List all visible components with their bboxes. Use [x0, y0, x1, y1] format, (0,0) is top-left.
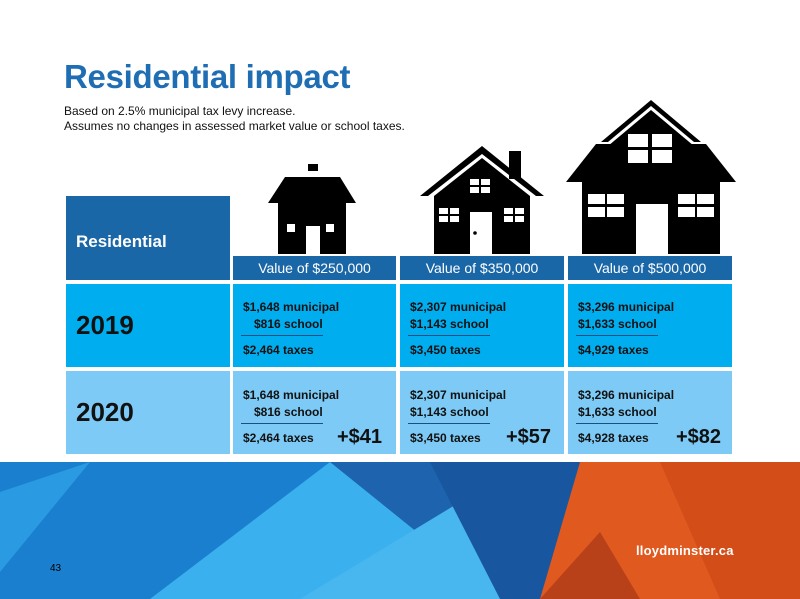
tax-change: +$41 — [337, 426, 383, 448]
divider — [576, 335, 658, 336]
school-tax: $816 school — [254, 317, 323, 331]
divider — [408, 423, 490, 424]
total-tax: $3,450 taxes — [410, 431, 481, 445]
medium-house-icon — [420, 146, 544, 254]
municipal-tax: $2,307 municipal — [410, 388, 507, 402]
large-house-icon — [566, 100, 736, 254]
total-tax: $2,464 taxes — [243, 431, 314, 445]
divider — [241, 335, 323, 336]
table-cell-2020-500k: $3,296 municipal $1,633 school $4,928 ta… — [568, 371, 732, 454]
subtitle-line-2: Assumes no changes in assessed market va… — [64, 119, 405, 133]
school-tax: $1,633 school — [578, 405, 657, 419]
school-tax: $1,143 school — [410, 317, 489, 331]
table-cell-2020-350k: $2,307 municipal $1,143 school $3,450 ta… — [400, 371, 564, 454]
table-header-label: Residential — [76, 232, 167, 251]
page-number: 43 — [50, 563, 62, 574]
column-header-250k: Value of $250,000 — [233, 256, 396, 280]
divider — [576, 423, 658, 424]
school-tax: $1,143 school — [410, 405, 489, 419]
municipal-tax: $1,648 municipal — [243, 300, 340, 314]
page-title: Residential impact — [64, 58, 351, 95]
column-header-350k: Value of $350,000 — [400, 256, 564, 280]
municipal-tax: $3,296 municipal — [578, 388, 675, 402]
subtitle-line-1: Based on 2.5% municipal tax levy increas… — [64, 104, 296, 118]
total-tax: $3,450 taxes — [410, 343, 481, 357]
footer-banner — [0, 462, 800, 599]
brand-text: lloydminster.ca — [636, 543, 734, 558]
row-year-2020: 2020 — [66, 371, 230, 454]
divider — [408, 335, 490, 336]
total-tax: $4,929 taxes — [578, 343, 649, 357]
divider — [241, 423, 323, 424]
municipal-tax: $3,296 municipal — [578, 300, 675, 314]
subtitle: Based on 2.5% municipal tax levy increas… — [64, 104, 405, 134]
table-cell-2019-250k: $1,648 municipal $816 school $2,464 taxe… — [233, 284, 396, 367]
school-tax: $816 school — [254, 405, 323, 419]
tax-change: +$57 — [506, 426, 552, 448]
municipal-tax: $2,307 municipal — [410, 300, 507, 314]
total-tax: $2,464 taxes — [243, 343, 314, 357]
table-cell-2020-250k: $1,648 municipal $816 school $2,464 taxe… — [233, 371, 396, 454]
table-cell-2019-500k: $3,296 municipal $1,633 school $4,929 ta… — [568, 284, 732, 367]
municipal-tax: $1,648 municipal — [243, 388, 340, 402]
school-tax: $1,633 school — [578, 317, 657, 331]
table-cell-2019-350k: $2,307 municipal $1,143 school $3,450 ta… — [400, 284, 564, 367]
table-header-residential: Residential — [66, 196, 230, 280]
row-year-2019: 2019 — [66, 284, 230, 367]
total-tax: $4,928 taxes — [578, 431, 649, 445]
column-header-500k: Value of $500,000 — [568, 256, 732, 280]
small-house-icon — [268, 164, 356, 254]
tax-change: +$82 — [676, 426, 722, 448]
